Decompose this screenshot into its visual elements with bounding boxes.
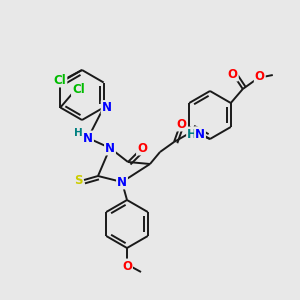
- Text: N: N: [195, 128, 205, 140]
- Text: N: N: [83, 131, 93, 145]
- Text: O: O: [228, 68, 238, 80]
- Text: N: N: [105, 142, 115, 154]
- Text: O: O: [122, 260, 132, 272]
- Text: Cl: Cl: [72, 83, 85, 96]
- Text: H: H: [187, 128, 197, 140]
- Text: O: O: [176, 118, 186, 130]
- Text: O: O: [255, 70, 265, 83]
- Text: N: N: [102, 101, 112, 114]
- Text: O: O: [137, 142, 147, 154]
- Text: N: N: [117, 176, 127, 188]
- Text: H: H: [74, 128, 82, 138]
- Text: Cl: Cl: [54, 74, 66, 86]
- Text: S: S: [74, 173, 82, 187]
